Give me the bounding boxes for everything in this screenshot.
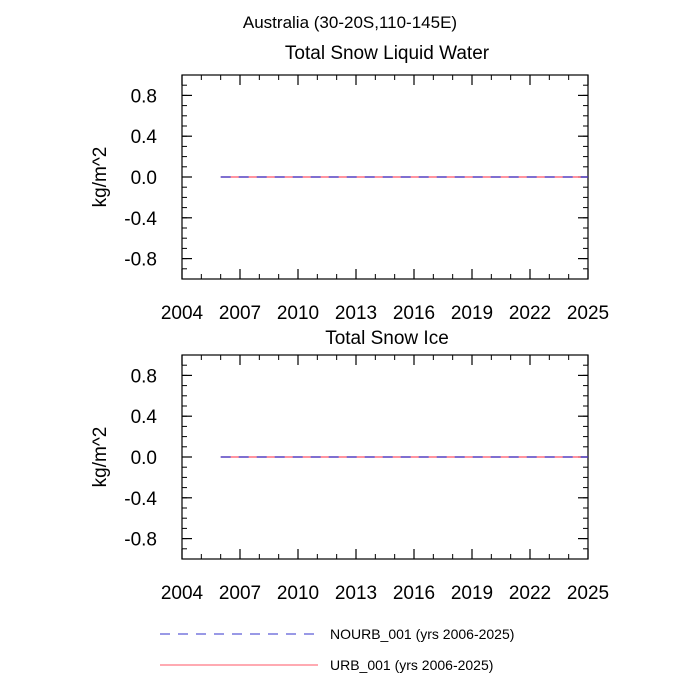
x-tick-label: 2019	[451, 303, 493, 324]
y-tick-label: 0.4	[131, 127, 158, 148]
x-tick-label: 2016	[393, 583, 435, 604]
y-tick-label: -0.4	[124, 209, 157, 230]
x-tick-label: 2013	[335, 303, 377, 324]
x-tick-label: 2022	[509, 583, 551, 604]
y-tick-label: -0.4	[124, 489, 157, 510]
x-tick-label: 2025	[567, 583, 609, 604]
legend-label-2: URB_001 (yrs 2006-2025)	[330, 657, 493, 673]
y-tick-label: -0.8	[124, 250, 157, 271]
x-tick-label: 2004	[161, 303, 204, 324]
y-tick-label: 0.0	[131, 448, 157, 469]
legend-label-1: NOURB_001 (yrs 2006-2025)	[330, 626, 514, 642]
legend: NOURB_001 (yrs 2006-2025) URB_001 (yrs 20…	[160, 626, 514, 673]
x-tick-label: 2007	[219, 303, 261, 324]
y-tick-label: 0.8	[131, 366, 157, 387]
x-tick-label: 2022	[509, 303, 551, 324]
figure-title: Australia (30-20S,110-145E)	[243, 13, 457, 32]
chart-title: Total Snow Ice	[325, 328, 449, 349]
x-tick-label: 2010	[277, 583, 319, 604]
x-tick-label: 2013	[335, 583, 377, 604]
x-tick-label: 2025	[567, 303, 609, 324]
chart-panel-2: Total Snow Ice kg/m^2 0.8 0.4 0.0 -0.4 -0.8 200…	[90, 328, 609, 604]
y-axis-label: kg/m^2	[90, 427, 111, 488]
x-tick-label: 2007	[219, 583, 261, 604]
y-axis-label: kg/m^2	[90, 147, 111, 208]
x-tick-label: 2004	[161, 583, 204, 604]
y-tick-label: 0.4	[131, 407, 158, 428]
y-tick-label: 0.0	[131, 168, 157, 189]
y-tick-label: 0.8	[131, 86, 157, 107]
x-tick-label: 2016	[393, 303, 435, 324]
x-tick-label: 2010	[277, 303, 319, 324]
chart-panel-1: Total Snow Liquid Water kg/m^2 0.8 0.4 0.0 -0…	[90, 43, 609, 324]
x-tick-label: 2019	[451, 583, 493, 604]
y-tick-label: -0.8	[124, 530, 157, 551]
chart-title: Total Snow Liquid Water	[285, 43, 490, 64]
chart-panels: Total Snow Liquid Water kg/m^2 0.8 0.4 0.0 -0…	[90, 43, 609, 604]
